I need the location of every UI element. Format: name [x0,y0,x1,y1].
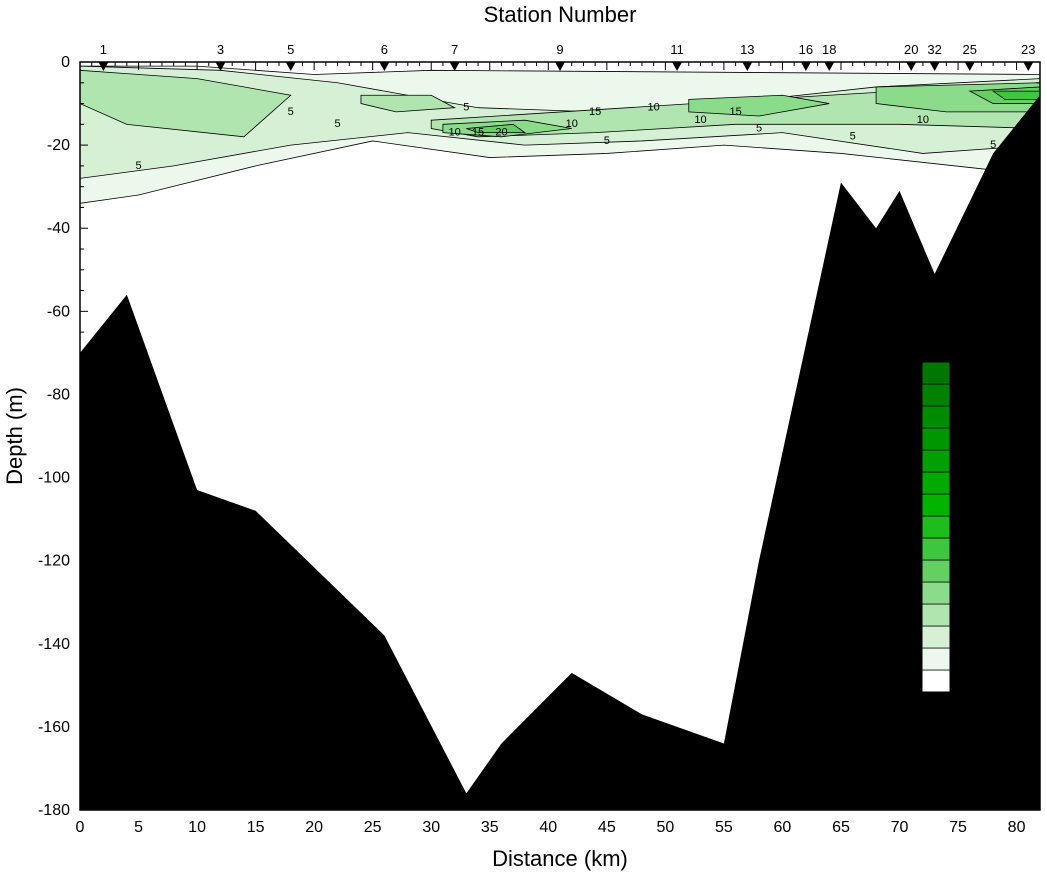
svg-text:15: 15 [589,106,601,118]
svg-text:Depth (m): Depth (m) [2,387,27,485]
svg-text:20: 20 [904,42,918,57]
svg-text:40: 40 [539,819,557,836]
svg-text:80: 80 [1008,819,1026,836]
svg-text:5: 5 [463,102,469,114]
svg-text:35: 35 [958,530,974,546]
svg-text:16: 16 [799,42,813,57]
svg-text:25: 25 [364,819,382,836]
svg-text:45: 45 [958,486,974,502]
svg-text:32: 32 [927,42,941,57]
svg-text:40: 40 [958,508,974,524]
svg-text:10: 10 [917,114,929,126]
chart-container: 5555101520101551010155510505101520253035… [0,0,1046,885]
svg-text:-160: -160 [38,719,70,736]
svg-text:20: 20 [495,127,507,139]
cross-section-chart: 5555101520101551010155510505101520253035… [0,0,1046,885]
svg-text:9: 9 [556,42,563,57]
svg-text:15: 15 [472,127,484,139]
svg-text:30: 30 [958,552,974,568]
svg-text:18: 18 [822,42,836,57]
svg-text:65: 65 [832,819,850,836]
svg-text:5: 5 [134,819,143,836]
svg-text:70: 70 [958,376,974,392]
svg-text:0: 0 [61,54,70,71]
svg-text:-100: -100 [38,470,70,487]
svg-text:30: 30 [422,819,440,836]
svg-text:70: 70 [891,819,909,836]
svg-text:10: 10 [449,127,461,139]
svg-text:23: 23 [1021,42,1035,57]
svg-text:15: 15 [958,618,974,634]
svg-text:7: 7 [451,42,458,57]
svg-text:60: 60 [774,819,792,836]
svg-text:0: 0 [76,819,85,836]
svg-text:10: 10 [958,640,974,656]
svg-text:5: 5 [135,160,141,172]
svg-text:11: 11 [670,42,684,57]
svg-text:13: 13 [740,42,754,57]
svg-text:45: 45 [598,819,616,836]
svg-text:35: 35 [481,819,499,836]
svg-text:75: 75 [949,819,967,836]
svg-text:1: 1 [100,42,107,57]
svg-text:10: 10 [566,118,578,130]
svg-text:5: 5 [850,131,856,143]
svg-text:55: 55 [715,819,733,836]
svg-text:20: 20 [305,819,323,836]
svg-text:-180: -180 [38,802,70,819]
svg-text:60: 60 [958,420,974,436]
svg-text:15: 15 [247,819,265,836]
svg-text:5: 5 [756,122,762,134]
svg-text:10: 10 [648,102,660,114]
svg-text:-140: -140 [38,636,70,653]
svg-text:-60: -60 [47,303,70,320]
svg-text:5: 5 [958,662,966,678]
svg-text:-20: -20 [47,137,70,154]
svg-text:25: 25 [958,574,974,590]
svg-text:50: 50 [656,819,674,836]
svg-text:Station Number: Station Number [484,2,637,27]
svg-text:55: 55 [958,442,974,458]
svg-text:5: 5 [604,135,610,147]
svg-text:5: 5 [288,106,294,118]
svg-text:20: 20 [958,596,974,612]
svg-text:-120: -120 [38,553,70,570]
svg-text:5: 5 [990,139,996,151]
svg-text:3: 3 [217,42,224,57]
svg-text:10: 10 [188,819,206,836]
svg-text:0: 0 [958,684,966,700]
svg-text:-40: -40 [47,220,70,237]
svg-text:25: 25 [963,42,977,57]
svg-text:10: 10 [694,114,706,126]
svg-text:Distance (km): Distance (km) [492,846,628,871]
svg-text:5: 5 [287,42,294,57]
svg-text:50: 50 [958,464,974,480]
svg-text:-80: -80 [47,386,70,403]
svg-text:15: 15 [729,106,741,118]
svg-text:65: 65 [958,398,974,414]
svg-text:5: 5 [334,118,340,130]
svg-text:6: 6 [381,42,388,57]
